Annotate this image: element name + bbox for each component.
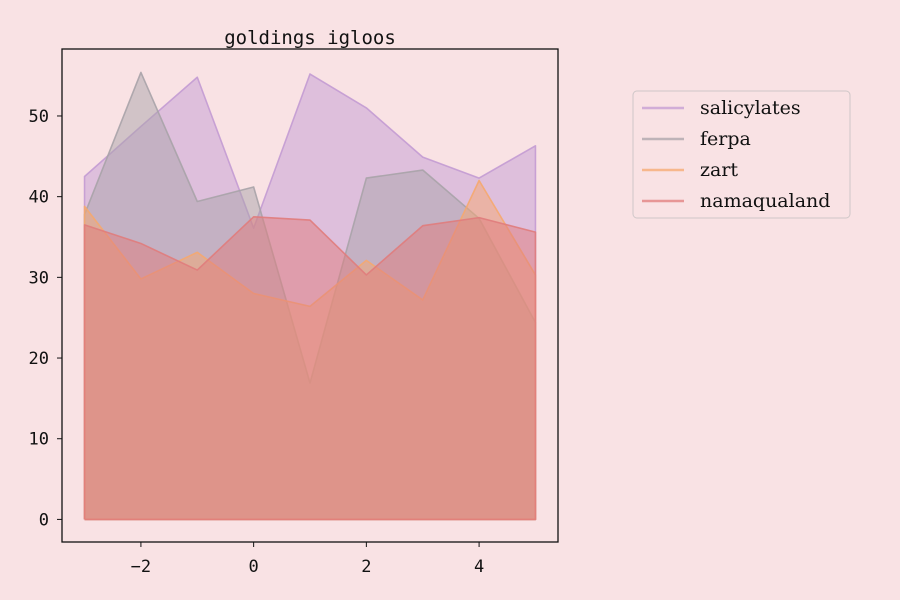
y-tick-label: 20: [29, 349, 49, 369]
line-namaqualand: [83, 216, 537, 521]
legend-label-zart: zart: [700, 159, 738, 181]
x-tick-label: −2: [131, 557, 151, 577]
plot-frame: [61, 48, 559, 543]
series-areas: [83, 71, 537, 521]
legend-label-ferpa: ferpa: [700, 128, 751, 150]
x-tick-label: 2: [361, 557, 371, 577]
legend-label-salicylates: salicylates: [700, 97, 801, 119]
x-tick-label: 0: [249, 557, 259, 577]
y-tick-label: 0: [39, 510, 49, 530]
area-namaqualand: [84, 216, 536, 520]
chart-title: goldings igloos: [224, 27, 396, 49]
y-tick-label: 40: [29, 188, 49, 208]
x-tick-label: 4: [474, 557, 484, 577]
y-tick-label: 10: [29, 430, 49, 450]
legend-label-namaqualand: namaqualand: [700, 190, 830, 212]
y-tick-label: 30: [29, 268, 49, 288]
y-tick-label: 50: [29, 107, 49, 127]
y-axis: 0 10 20 30 40 50: [29, 107, 62, 530]
legend: salicylates ferpa zart namaqualand: [632, 90, 851, 219]
legend-box: [632, 90, 851, 219]
x-axis: −2 0 2 4: [131, 542, 484, 577]
